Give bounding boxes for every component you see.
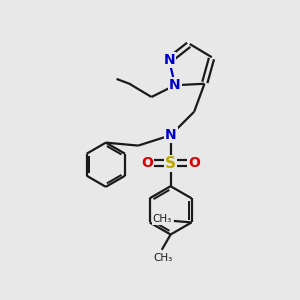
Text: CH₃: CH₃ [152, 214, 172, 224]
Text: S: S [165, 156, 176, 171]
Text: N: N [169, 78, 181, 92]
Text: O: O [188, 156, 200, 170]
Text: N: N [163, 53, 175, 67]
Text: CH₃: CH₃ [154, 253, 173, 263]
Text: O: O [141, 156, 153, 170]
Text: N: N [165, 128, 176, 142]
